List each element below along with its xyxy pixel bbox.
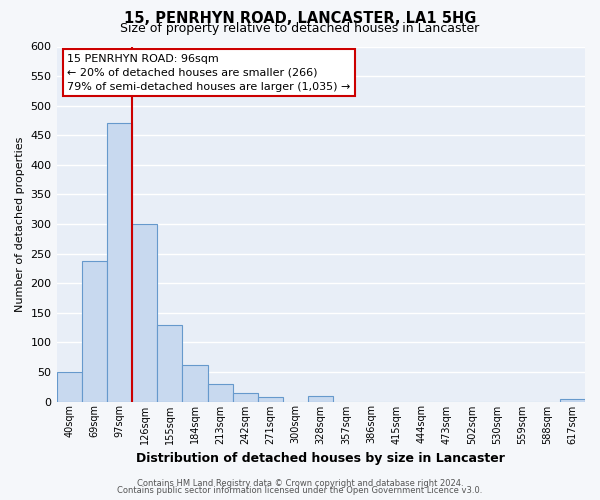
Bar [182,365,208,402]
Bar [107,124,132,402]
Bar [308,396,334,402]
Bar [56,372,82,402]
Text: 15 PENRHYN ROAD: 96sqm
← 20% of detached houses are smaller (266)
79% of semi-de: 15 PENRHYN ROAD: 96sqm ← 20% of detached… [67,54,350,92]
Text: 15, PENRHYN ROAD, LANCASTER, LA1 5HG: 15, PENRHYN ROAD, LANCASTER, LA1 5HG [124,11,476,26]
Text: Contains public sector information licensed under the Open Government Licence v3: Contains public sector information licen… [118,486,482,495]
Bar [208,384,233,402]
Bar [258,397,283,402]
Bar [157,324,182,402]
X-axis label: Distribution of detached houses by size in Lancaster: Distribution of detached houses by size … [136,452,505,465]
Bar [132,224,157,402]
Bar [560,398,585,402]
Text: Contains HM Land Registry data © Crown copyright and database right 2024.: Contains HM Land Registry data © Crown c… [137,478,463,488]
Bar [82,260,107,402]
Text: Size of property relative to detached houses in Lancaster: Size of property relative to detached ho… [121,22,479,35]
Y-axis label: Number of detached properties: Number of detached properties [15,136,25,312]
Bar [233,392,258,402]
